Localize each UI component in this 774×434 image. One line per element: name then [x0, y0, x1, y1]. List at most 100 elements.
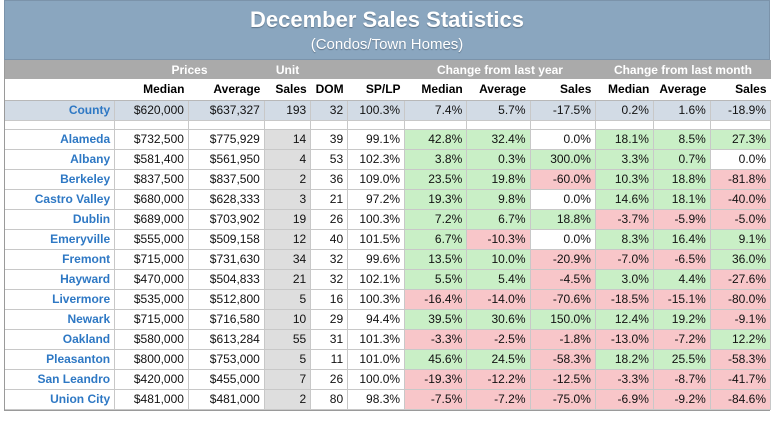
- year-average-change-cell: 32.4%: [466, 129, 531, 150]
- median-price-cell: $620,000: [114, 100, 189, 121]
- table-row: San Leandro $420,000 $455,000 7 26 100.0% -19.…: [5, 369, 772, 390]
- dom-cell: 21: [310, 189, 349, 210]
- table-row: Hayward $470,000 $504,833 21 32 102.1% 5.5% 5.4…: [5, 269, 772, 290]
- year-average-change-cell: -12.2%: [466, 369, 531, 390]
- average-price-cell: $481,000: [188, 389, 265, 410]
- month-median-change-cell: -7.0%: [595, 249, 654, 270]
- year-average-change-cell: 10.0%: [466, 249, 531, 270]
- month-sales-change-cell: 27.3%: [710, 129, 772, 150]
- year-median-change-cell: 19.3%: [404, 189, 468, 210]
- spacer-cell: [114, 120, 189, 130]
- spacer-cell: [5, 120, 116, 130]
- month-median-change-cell: -6.9%: [595, 389, 654, 410]
- month-median-change-cell: -13.0%: [595, 329, 654, 350]
- year-sales-change-cell: -17.5%: [530, 100, 596, 121]
- area-name-cell: San Leandro: [5, 369, 116, 390]
- area-name-cell: Oakland: [5, 329, 116, 350]
- month-sales-change-cell: 0.0%: [710, 149, 772, 170]
- dom-cell: 32: [310, 269, 349, 290]
- column-header-sales: Sales: [264, 79, 311, 101]
- average-price-cell: $731,630: [188, 249, 265, 270]
- spacer-cell: [188, 120, 265, 130]
- spacer-cell: [530, 120, 596, 130]
- unit-sales-cell: 21: [264, 269, 312, 290]
- month-sales-change-cell: 36.0%: [710, 249, 772, 270]
- unit-sales-cell: 12: [264, 229, 312, 250]
- column-header-row: Median Average Sales DOM SP/LP Median Av…: [5, 79, 771, 101]
- month-average-change-cell: -6.5%: [653, 249, 711, 270]
- table-row: Castro Valley $680,000 $628,333 3 21 97.2% 19.…: [5, 189, 772, 210]
- year-median-change-cell: 42.8%: [404, 129, 468, 150]
- dom-cell: 26: [310, 369, 349, 390]
- month-average-change-cell: -8.7%: [653, 369, 711, 390]
- median-price-cell: $470,000: [114, 269, 189, 290]
- sp-lp-cell: 101.0%: [347, 349, 406, 370]
- median-price-cell: $715,000: [114, 309, 189, 330]
- sp-lp-cell: 98.3%: [347, 389, 406, 410]
- year-median-change-cell: 3.8%: [404, 149, 468, 170]
- group-header-prices: Prices: [114, 60, 265, 79]
- table-row: Oakland $580,000 $613,284 55 31 101.3% -3.3% -2…: [5, 329, 772, 350]
- dom-cell: 29: [310, 309, 349, 330]
- year-median-change-cell: -16.4%: [404, 289, 468, 310]
- average-price-cell: $504,833: [188, 269, 265, 290]
- average-price-cell: $561,950: [188, 149, 265, 170]
- average-price-cell: $637,327: [188, 100, 265, 121]
- year-sales-change-cell: -75.0%: [530, 389, 596, 410]
- month-average-change-cell: -9.2%: [653, 389, 711, 410]
- month-median-change-cell: 14.6%: [595, 189, 654, 210]
- sp-lp-cell: 101.3%: [347, 329, 406, 350]
- table-row: Pleasanton $800,000 $753,000 5 11 101.0% 45.6%…: [5, 349, 772, 370]
- average-price-cell: $512,800: [188, 289, 265, 310]
- year-average-change-cell: 0.3%: [466, 149, 531, 170]
- sp-lp-cell: 100.3%: [347, 209, 406, 230]
- month-sales-change-cell: 9.1%: [710, 229, 772, 250]
- unit-sales-cell: 14: [264, 129, 312, 150]
- spacer-row: [5, 120, 772, 130]
- table-row: Livermore $535,000 $512,800 5 16 100.3% -16.4%…: [5, 289, 772, 310]
- month-sales-change-cell: -80.0%: [710, 289, 772, 310]
- sp-lp-cell: 100.3%: [347, 289, 406, 310]
- unit-sales-cell: 19: [264, 209, 312, 230]
- month-average-change-cell: 25.5%: [653, 349, 711, 370]
- year-average-change-cell: 24.5%: [466, 349, 531, 370]
- month-median-change-cell: 3.0%: [595, 269, 654, 290]
- table-row: Albany $581,400 $561,950 4 53 102.3% 3.8% 0.3% 3…: [5, 149, 772, 170]
- year-sales-change-cell: -12.5%: [530, 369, 596, 390]
- month-median-change-cell: 18.2%: [595, 349, 654, 370]
- year-median-change-cell: 39.5%: [404, 309, 468, 330]
- group-header-change-year: Change from last year: [404, 60, 596, 79]
- table-row: Union City $481,000 $481,000 2 80 98.3% -7.5% -…: [5, 389, 772, 410]
- month-sales-change-cell: -9.1%: [710, 309, 772, 330]
- year-median-change-cell: 6.7%: [404, 229, 468, 250]
- spacer-cell: [404, 120, 468, 130]
- unit-sales-cell: 10: [264, 309, 312, 330]
- table-row: Emeryville $555,000 $509,158 12 40 101.5% 6.7%…: [5, 229, 772, 250]
- median-price-cell: $837,500: [114, 169, 189, 190]
- average-price-cell: $775,929: [188, 129, 265, 150]
- year-median-change-cell: -7.5%: [404, 389, 468, 410]
- month-average-change-cell: 0.7%: [653, 149, 711, 170]
- spacer-cell: [653, 120, 711, 130]
- median-price-cell: $715,000: [114, 249, 189, 270]
- month-average-change-cell: 19.2%: [653, 309, 711, 330]
- county-row: County $620,000 $637,327 193 32 100.3% 7.4% 5.7…: [5, 100, 772, 121]
- table-frame: Prices Unit Change from last year Change…: [4, 60, 772, 411]
- group-header-unit: Unit: [264, 60, 311, 79]
- area-name-cell: Union City: [5, 389, 116, 410]
- year-average-change-cell: -14.0%: [466, 289, 531, 310]
- month-median-change-cell: -3.3%: [595, 369, 654, 390]
- month-median-change-cell: -3.7%: [595, 209, 654, 230]
- month-sales-change-cell: -41.7%: [710, 369, 772, 390]
- group-header-blank: [5, 60, 115, 79]
- dom-cell: 32: [310, 249, 349, 270]
- sp-lp-cell: 99.1%: [347, 129, 406, 150]
- sp-lp-cell: 94.4%: [347, 309, 406, 330]
- month-sales-change-cell: -40.0%: [710, 189, 772, 210]
- year-median-change-cell: 13.5%: [404, 249, 468, 270]
- average-price-cell: $455,000: [188, 369, 265, 390]
- area-name-cell: Dublin: [5, 209, 116, 230]
- column-header-area: [5, 79, 115, 101]
- month-average-change-cell: -5.9%: [653, 209, 711, 230]
- year-sales-change-cell: 150.0%: [530, 309, 596, 330]
